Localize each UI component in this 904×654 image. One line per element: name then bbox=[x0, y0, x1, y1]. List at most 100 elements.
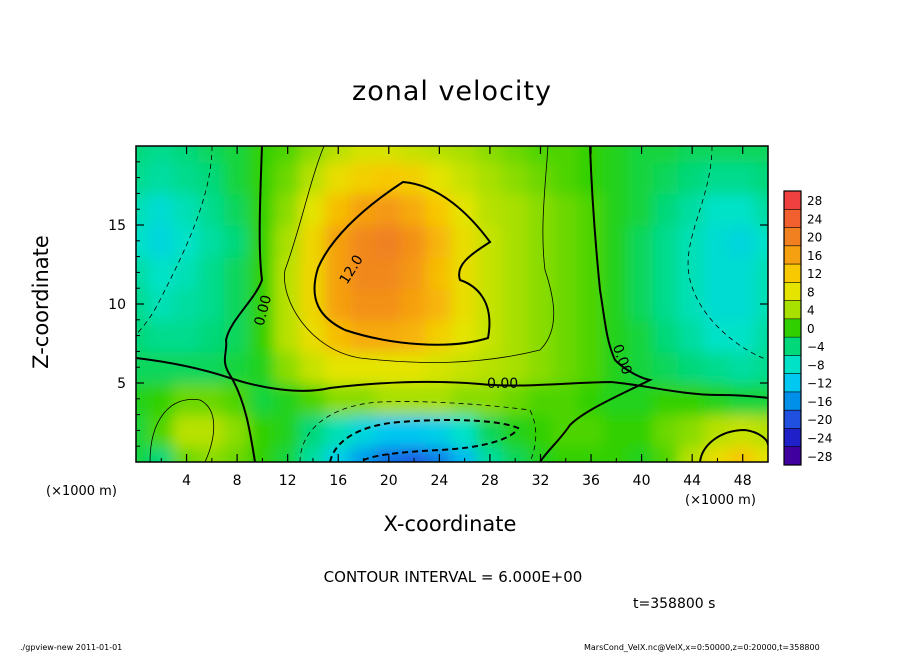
heat-cell bbox=[501, 318, 529, 353]
colorbar-swatch bbox=[784, 227, 801, 247]
heat-cell bbox=[248, 160, 277, 195]
colorbar-label: 24 bbox=[807, 212, 822, 226]
heat-cell bbox=[653, 413, 681, 448]
heat-cell bbox=[451, 146, 479, 163]
heat-cell bbox=[476, 255, 504, 290]
heat-cell bbox=[136, 146, 150, 163]
heat-cell bbox=[136, 255, 150, 290]
colorbar: 28 24 20 16 12 8 4 0 −4 −8 −12 −16 −20 −24 −28 bbox=[783, 190, 832, 466]
heat-cell bbox=[754, 224, 768, 258]
heat-cell bbox=[451, 413, 479, 448]
heat-cell bbox=[248, 445, 277, 462]
heat-cell bbox=[476, 350, 504, 384]
heat-cell bbox=[476, 146, 504, 163]
heat-cell bbox=[653, 318, 681, 353]
heat-cell bbox=[602, 255, 630, 290]
heat-cell bbox=[324, 318, 352, 353]
heat-cell bbox=[526, 160, 555, 195]
heat-cell bbox=[501, 146, 529, 163]
heat-cell bbox=[425, 318, 453, 353]
heat-cell bbox=[476, 445, 504, 462]
y-tick-label: 10 bbox=[108, 297, 126, 313]
heat-cell bbox=[451, 224, 479, 258]
heat-cell bbox=[400, 160, 428, 195]
colorbar-swatch bbox=[784, 318, 801, 338]
heat-cell bbox=[198, 255, 226, 290]
heat-cell bbox=[400, 192, 428, 226]
heat-cell bbox=[501, 255, 529, 290]
heat-cell bbox=[274, 350, 302, 384]
contour-line-zero-left bbox=[223, 146, 264, 462]
heat-cell bbox=[653, 382, 681, 416]
heat-cell bbox=[349, 224, 378, 258]
heat-cell bbox=[678, 413, 706, 448]
heat-cell bbox=[602, 287, 630, 321]
heat-cell bbox=[375, 413, 403, 448]
colorbar-swatch bbox=[784, 446, 801, 466]
heat-cell bbox=[248, 224, 277, 258]
heat-cell bbox=[248, 192, 277, 226]
footer-left: ./gpview-new 2011-01-01 bbox=[20, 643, 123, 652]
heat-cell bbox=[552, 382, 580, 416]
heat-cell bbox=[703, 382, 732, 416]
heat-cell bbox=[501, 192, 529, 226]
heat-cell bbox=[653, 255, 681, 290]
heat-cell bbox=[729, 445, 757, 462]
heat-cell bbox=[349, 350, 378, 384]
heat-cell bbox=[526, 255, 555, 290]
heat-cell bbox=[678, 350, 706, 384]
heat-cell bbox=[400, 382, 428, 416]
heat-cell bbox=[274, 318, 302, 353]
heat-cell bbox=[653, 350, 681, 384]
heat-cell bbox=[577, 413, 605, 448]
heat-cell bbox=[729, 318, 757, 353]
heatmap-field bbox=[136, 146, 768, 462]
heat-cell bbox=[198, 160, 226, 195]
x-tick-label: 4 bbox=[182, 473, 191, 489]
heat-cell bbox=[375, 287, 403, 321]
heat-cell bbox=[526, 224, 555, 258]
heat-cell bbox=[602, 350, 630, 384]
x-tick-label: 40 bbox=[633, 473, 651, 489]
contour-label: 0.00 bbox=[252, 293, 276, 327]
colorbar-label: −24 bbox=[807, 432, 832, 446]
heat-cell bbox=[754, 192, 768, 226]
heat-cell bbox=[729, 192, 757, 226]
x-tick-label: 16 bbox=[329, 473, 347, 489]
heat-cell bbox=[729, 287, 757, 321]
heat-cell bbox=[198, 318, 226, 353]
contour-line-zero-right bbox=[539, 146, 654, 462]
heat-cell bbox=[136, 224, 150, 258]
colorbar-label: 12 bbox=[807, 267, 822, 281]
heat-cell bbox=[172, 255, 201, 290]
heat-cell bbox=[274, 160, 302, 195]
heat-cell bbox=[375, 224, 403, 258]
heat-cell bbox=[678, 192, 706, 226]
heat-cell bbox=[324, 160, 352, 195]
contour-label: 0.00 bbox=[487, 376, 518, 392]
heat-cell bbox=[577, 318, 605, 353]
colorbar-label: −20 bbox=[807, 413, 832, 427]
contour-line-pos-left bbox=[149, 398, 215, 462]
heat-cell bbox=[349, 382, 378, 416]
heat-cell bbox=[274, 224, 302, 258]
heat-cell bbox=[425, 146, 453, 163]
heat-cell bbox=[552, 192, 580, 226]
heat-cell bbox=[375, 255, 403, 290]
time-stamp: t=358800 s bbox=[633, 596, 716, 612]
heat-cell bbox=[172, 318, 201, 353]
heat-cell bbox=[147, 146, 175, 163]
heat-cell bbox=[451, 192, 479, 226]
heat-cell bbox=[577, 350, 605, 384]
heat-cell bbox=[703, 192, 732, 226]
heat-cell bbox=[248, 318, 277, 353]
colorbar-label: 8 bbox=[807, 285, 815, 299]
heat-cell bbox=[324, 287, 352, 321]
heat-cell bbox=[299, 382, 327, 416]
heat-cell bbox=[324, 192, 352, 226]
colorbar-swatch bbox=[784, 209, 801, 229]
heat-cell bbox=[602, 413, 630, 448]
heat-cell bbox=[729, 382, 757, 416]
heat-cell bbox=[425, 224, 453, 258]
heat-cell bbox=[653, 224, 681, 258]
